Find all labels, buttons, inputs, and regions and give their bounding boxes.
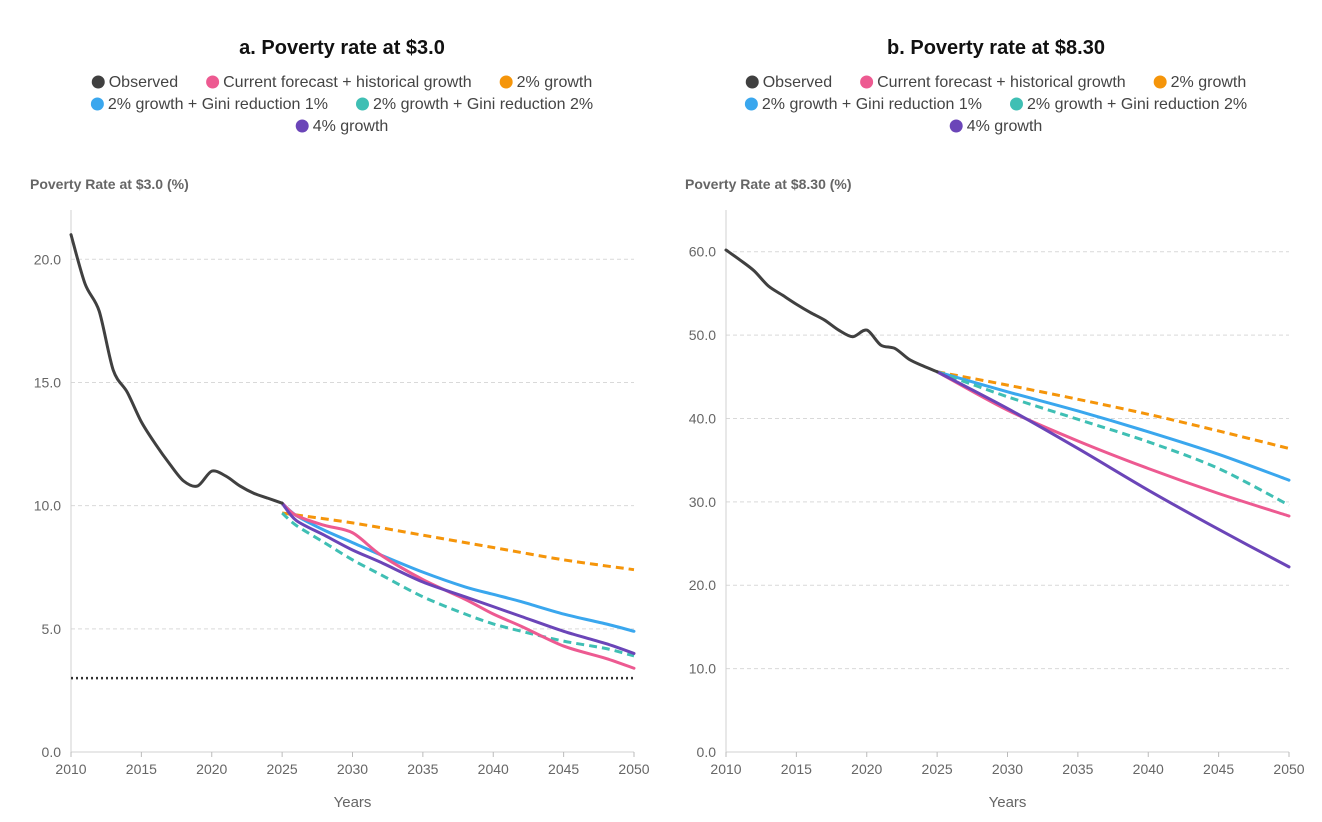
y-tick-label: 15.0 bbox=[34, 374, 61, 390]
series-line-gini1 bbox=[935, 370, 1291, 482]
x-tick-label: 2045 bbox=[548, 761, 579, 777]
x-tick-label: 2015 bbox=[781, 761, 812, 777]
y-tick-label: 60.0 bbox=[689, 244, 716, 260]
y-tick-label: 0.0 bbox=[42, 744, 62, 760]
x-tick-label: 2010 bbox=[55, 761, 86, 777]
legend-label: Observed bbox=[109, 74, 178, 91]
x-tick-label: 2010 bbox=[710, 761, 741, 777]
x-tick-label: 2040 bbox=[478, 761, 509, 777]
legend-swatch bbox=[206, 75, 220, 89]
y-tick-label: 5.0 bbox=[42, 621, 62, 637]
legend-label: 2% growth + Gini reduction 2% bbox=[373, 96, 593, 113]
series-line-growth2 bbox=[936, 370, 1290, 450]
y-axis-label: Poverty Rate at $8.30 (%) bbox=[685, 176, 852, 192]
legend-label: 2% growth bbox=[1171, 74, 1247, 91]
chart-title: a. Poverty rate at $3.0 bbox=[239, 37, 445, 59]
x-axis-label: Years bbox=[334, 794, 372, 811]
series-line-growth4 bbox=[935, 370, 1291, 569]
gridlines bbox=[71, 258, 634, 630]
legend-label: 2% growth + Gini reduction 1% bbox=[108, 96, 328, 113]
series-line-observed bbox=[69, 233, 284, 505]
legend-swatch bbox=[744, 97, 758, 111]
legend-label: 4% growth bbox=[313, 118, 389, 135]
legend-label: 2% growth + Gini reduction 1% bbox=[762, 96, 982, 113]
y-tick-label: 10.0 bbox=[34, 498, 61, 514]
series-line-gini2 bbox=[936, 370, 1290, 507]
x-tick-label: 2020 bbox=[196, 761, 227, 777]
y-tick-label: 30.0 bbox=[689, 494, 716, 510]
x-tick-label: 2030 bbox=[992, 761, 1023, 777]
x-tick-label: 2025 bbox=[267, 761, 298, 777]
gridlines bbox=[726, 251, 1289, 670]
y-tick-label: 50.0 bbox=[689, 327, 716, 343]
legend-swatch bbox=[295, 119, 309, 133]
chart-title: b. Poverty rate at $8.30 bbox=[887, 37, 1105, 59]
legend-label: 4% growth bbox=[967, 118, 1043, 135]
legend-swatch bbox=[1010, 97, 1023, 111]
legend-item-historical: Current forecast + historical growth bbox=[206, 74, 472, 91]
y-axis-label: Poverty Rate at $3.0 (%) bbox=[30, 176, 189, 192]
y-tick-label: 20.0 bbox=[689, 577, 716, 593]
series-line-historical bbox=[935, 370, 1291, 518]
series-line-gini2 bbox=[281, 511, 635, 658]
y-tick-label: 20.0 bbox=[34, 251, 61, 267]
legend-label: 2% growth + Gini reduction 2% bbox=[1027, 96, 1247, 113]
legend-swatch bbox=[90, 97, 104, 111]
chart-panel-b: b. Poverty rate at $8.30 Observed Current … bbox=[685, 37, 1305, 811]
x-tick-label: 2015 bbox=[126, 761, 157, 777]
legend-label: Observed bbox=[763, 74, 832, 91]
x-tick-label: 2030 bbox=[337, 761, 368, 777]
legend-swatch bbox=[356, 97, 369, 111]
x-tick-label: 2050 bbox=[1273, 761, 1304, 777]
legend-label: Current forecast + historical growth bbox=[877, 74, 1126, 91]
y-tick-label: 0.0 bbox=[697, 744, 717, 760]
x-tick-label: 2040 bbox=[1133, 761, 1164, 777]
legend-swatch bbox=[91, 75, 105, 89]
x-tick-label: 2050 bbox=[618, 761, 649, 777]
series-line-growth2 bbox=[281, 511, 635, 572]
legend-swatch bbox=[949, 119, 963, 133]
legend-item-growth4: 4% growth bbox=[949, 118, 1043, 135]
legend-item-observed: Observed bbox=[745, 74, 832, 91]
legend-item-growth4: 4% growth bbox=[295, 118, 389, 135]
legend-label: 2% growth bbox=[517, 74, 593, 91]
chart-legend: Observed Current forecast + historical gr… bbox=[90, 74, 593, 135]
legend-swatch bbox=[499, 75, 513, 89]
legend-swatch bbox=[745, 75, 759, 89]
legend-label: Current forecast + historical growth bbox=[223, 74, 472, 91]
legend-item-gini2: 2% growth + Gini reduction 2% bbox=[1010, 96, 1247, 113]
chart-legend: Observed Current forecast + historical gr… bbox=[744, 74, 1247, 135]
y-tick-label: 40.0 bbox=[689, 410, 716, 426]
x-tick-label: 2025 bbox=[922, 761, 953, 777]
legend-item-gini2: 2% growth + Gini reduction 2% bbox=[356, 96, 593, 113]
legend-item-observed: Observed bbox=[91, 74, 178, 91]
x-tick-label: 2045 bbox=[1203, 761, 1234, 777]
legend-item-growth2: 2% growth bbox=[1153, 74, 1247, 91]
legend-item-gini1: 2% growth + Gini reduction 1% bbox=[90, 96, 328, 113]
legend-item-gini1: 2% growth + Gini reduction 1% bbox=[744, 96, 982, 113]
x-tick-label: 2035 bbox=[407, 761, 438, 777]
x-tick-label: 2035 bbox=[1062, 761, 1093, 777]
x-axis-label: Years bbox=[989, 794, 1027, 811]
legend-item-historical: Current forecast + historical growth bbox=[860, 74, 1126, 91]
x-tick-label: 2020 bbox=[851, 761, 882, 777]
legend-swatch bbox=[860, 75, 874, 89]
series-line-gini1 bbox=[280, 501, 636, 633]
chart-panel-a: a. Poverty rate at $3.0 Observed Current f… bbox=[30, 37, 650, 811]
series-line-growth4 bbox=[280, 501, 636, 655]
legend-item-growth2: 2% growth bbox=[499, 74, 593, 91]
y-tick-label: 10.0 bbox=[689, 661, 716, 677]
series-line-observed bbox=[724, 248, 939, 374]
legend-swatch bbox=[1153, 75, 1167, 89]
